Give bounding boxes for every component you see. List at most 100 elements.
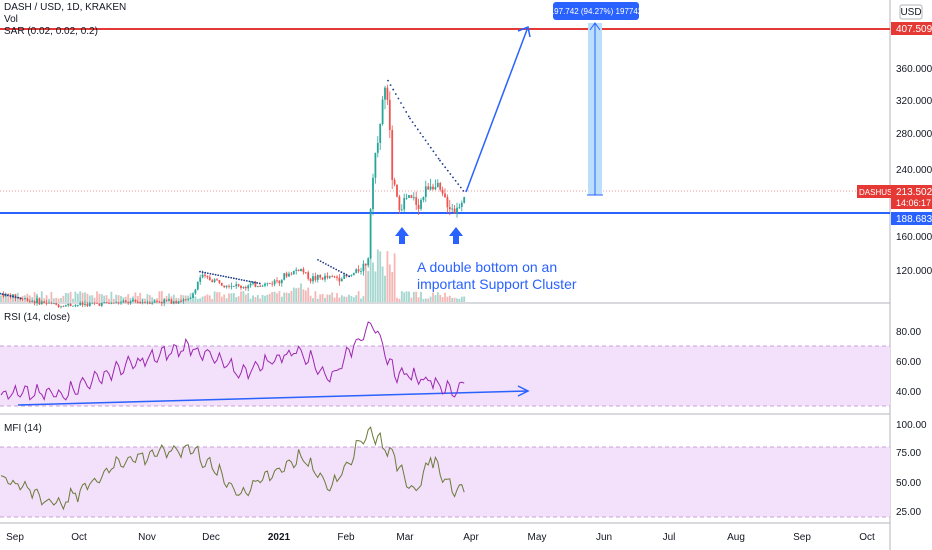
candle-body[interactable] bbox=[120, 302, 122, 304]
projection-line[interactable] bbox=[465, 26, 529, 193]
candle-body[interactable] bbox=[312, 276, 314, 282]
candle-body[interactable] bbox=[343, 274, 346, 279]
candle-body[interactable] bbox=[336, 276, 338, 278]
candle-body[interactable] bbox=[62, 306, 65, 308]
candle-body[interactable] bbox=[103, 302, 106, 304]
candle-body[interactable] bbox=[319, 275, 322, 278]
candle-body[interactable] bbox=[453, 208, 456, 214]
candle-body[interactable] bbox=[436, 182, 439, 188]
candle-body[interactable] bbox=[163, 299, 166, 304]
candle-body[interactable] bbox=[304, 272, 307, 274]
candle-body[interactable] bbox=[33, 300, 36, 304]
candle-body[interactable] bbox=[261, 285, 264, 287]
candle-body[interactable] bbox=[384, 87, 386, 100]
candle-body[interactable] bbox=[331, 276, 334, 278]
candle-body[interactable] bbox=[38, 298, 41, 305]
candle-body[interactable] bbox=[460, 202, 463, 207]
candle-body[interactable] bbox=[252, 281, 254, 284]
candle-body[interactable] bbox=[439, 182, 442, 190]
candle-body[interactable] bbox=[196, 281, 199, 290]
candle-body[interactable] bbox=[362, 263, 365, 272]
candle-body[interactable] bbox=[180, 301, 182, 302]
candle-body[interactable] bbox=[175, 301, 178, 304]
candle-body[interactable] bbox=[292, 270, 295, 275]
candle-body[interactable] bbox=[184, 299, 187, 301]
candle-body[interactable] bbox=[429, 186, 432, 190]
candle-body[interactable] bbox=[271, 283, 274, 285]
currency-badge[interactable] bbox=[899, 4, 923, 20]
candle-body[interactable] bbox=[110, 302, 113, 304]
candle-body[interactable] bbox=[76, 304, 79, 306]
candle-body[interactable] bbox=[148, 302, 151, 304]
candle-body[interactable] bbox=[24, 298, 26, 300]
candle-body[interactable] bbox=[273, 280, 276, 285]
candle-body[interactable] bbox=[283, 273, 286, 280]
candle-body[interactable] bbox=[400, 209, 403, 211]
candle-body[interactable] bbox=[396, 184, 398, 197]
candle-body[interactable] bbox=[69, 304, 72, 307]
candle-body[interactable] bbox=[26, 298, 29, 301]
candle-body[interactable] bbox=[309, 278, 312, 282]
candle-body[interactable] bbox=[124, 300, 127, 302]
candle-body[interactable] bbox=[254, 281, 257, 287]
candle-body[interactable] bbox=[50, 302, 53, 304]
candle-body[interactable] bbox=[86, 304, 89, 306]
mfi-line[interactable] bbox=[0, 426, 465, 511]
candle-body[interactable] bbox=[182, 299, 185, 302]
candle-body[interactable] bbox=[240, 285, 242, 288]
candle-body[interactable] bbox=[67, 304, 70, 306]
candle-body[interactable] bbox=[220, 282, 223, 286]
candle-body[interactable] bbox=[340, 278, 343, 282]
candle-body[interactable] bbox=[134, 299, 137, 302]
candle-body[interactable] bbox=[112, 302, 115, 304]
candle-body[interactable] bbox=[79, 302, 82, 305]
candle-body[interactable] bbox=[352, 272, 355, 276]
candle-body[interactable] bbox=[285, 273, 288, 277]
candle-body[interactable] bbox=[372, 177, 374, 210]
candle-body[interactable] bbox=[153, 300, 156, 303]
candle-body[interactable] bbox=[40, 301, 43, 305]
candle-body[interactable] bbox=[208, 277, 211, 281]
candle-body[interactable] bbox=[398, 196, 401, 211]
candle-body[interactable] bbox=[237, 284, 240, 286]
candle-body[interactable] bbox=[81, 302, 84, 305]
candle-body[interactable] bbox=[422, 197, 425, 201]
candle-body[interactable] bbox=[266, 283, 269, 284]
candle-body[interactable] bbox=[458, 206, 461, 208]
candle-body[interactable] bbox=[223, 285, 226, 288]
candle-body[interactable] bbox=[117, 302, 120, 304]
candle-body[interactable] bbox=[388, 99, 391, 131]
rsi-legend[interactable]: RSI (14, close) bbox=[4, 312, 71, 323]
candle-body[interactable] bbox=[230, 286, 233, 288]
candle-body[interactable] bbox=[132, 299, 134, 302]
candle-body[interactable] bbox=[297, 269, 300, 271]
candle-body[interactable] bbox=[350, 275, 353, 277]
candle-body[interactable] bbox=[381, 99, 384, 124]
candle-body[interactable] bbox=[136, 301, 139, 303]
candle-body[interactable] bbox=[144, 302, 146, 304]
candle-body[interactable] bbox=[326, 275, 329, 278]
candle-body[interactable] bbox=[129, 301, 132, 304]
candle-body[interactable] bbox=[2, 293, 5, 297]
candle-body[interactable] bbox=[43, 301, 46, 303]
candle-body[interactable] bbox=[420, 200, 422, 209]
candle-body[interactable] bbox=[158, 301, 161, 303]
candle-body[interactable] bbox=[328, 276, 331, 278]
candle-body[interactable] bbox=[408, 195, 410, 198]
candle-body[interactable] bbox=[367, 258, 370, 266]
candle-body[interactable] bbox=[369, 209, 372, 259]
candle-body[interactable] bbox=[100, 302, 103, 306]
candle-body[interactable] bbox=[115, 302, 118, 304]
candle-body[interactable] bbox=[21, 298, 24, 300]
candle-body[interactable] bbox=[300, 268, 302, 271]
candle-body[interactable] bbox=[333, 276, 336, 278]
candle-body[interactable] bbox=[28, 300, 31, 302]
candle-body[interactable] bbox=[139, 301, 142, 303]
candle-body[interactable] bbox=[434, 187, 437, 190]
candle-body[interactable] bbox=[268, 283, 271, 284]
candle-body[interactable] bbox=[410, 195, 413, 199]
candle-body[interactable] bbox=[55, 303, 58, 305]
candle-body[interactable] bbox=[295, 269, 298, 271]
candle-body[interactable] bbox=[379, 123, 382, 143]
candle-body[interactable] bbox=[199, 277, 202, 282]
